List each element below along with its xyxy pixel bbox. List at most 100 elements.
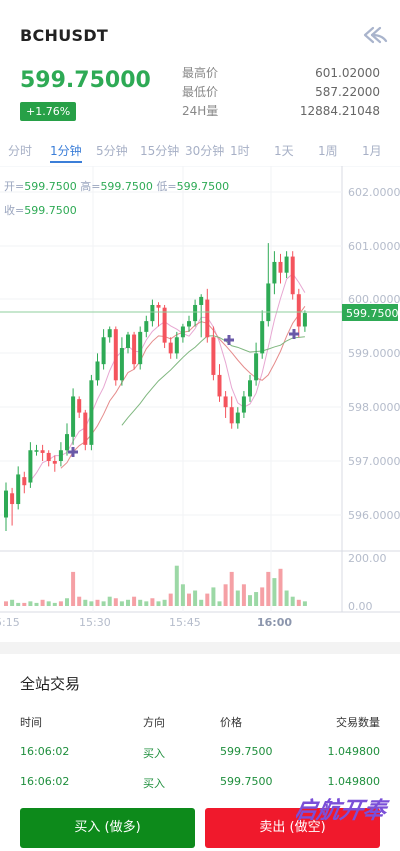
volume-bar	[107, 596, 112, 606]
candle-body	[4, 490, 8, 518]
price-tick: 602.0000	[348, 186, 400, 199]
candle-body	[34, 450, 39, 452]
tab-1mo[interactable]: 1月	[362, 144, 382, 158]
volume-bar	[77, 596, 82, 606]
candle-body	[180, 326, 185, 338]
candle-body	[205, 299, 210, 338]
current-price-tag	[342, 304, 398, 321]
volume-bar	[95, 599, 100, 606]
tab-15min[interactable]: 15分钟	[140, 144, 180, 158]
volume-bar	[235, 590, 240, 606]
back-icon[interactable]	[362, 24, 388, 46]
volume-bar	[65, 598, 69, 606]
tab-30min[interactable]: 30分钟	[185, 144, 225, 158]
volume-bar	[205, 593, 210, 606]
candle-body	[193, 304, 198, 322]
volume-bar	[248, 595, 252, 606]
interval-tabs: 分时 1分钟 5分钟 15分钟 30分钟 1时 1天 1周 1月	[0, 138, 400, 166]
volume-bar	[180, 584, 185, 606]
candle-body	[302, 313, 307, 327]
volume-bar	[119, 601, 124, 606]
candle-body	[290, 256, 295, 295]
candle-body	[278, 261, 283, 273]
candle-body	[296, 294, 301, 327]
kline-chart[interactable]: 599.7500 602.0000 601.0000 600.0000 599.…	[0, 166, 400, 636]
volume-bar	[126, 599, 130, 606]
price-tick: 596.0000	[348, 509, 400, 522]
candle-body	[156, 304, 161, 308]
tab-timeline[interactable]: 分时	[8, 144, 33, 158]
price-tick: 599.0000	[348, 347, 400, 360]
volume-bar	[217, 601, 222, 606]
candle-body	[119, 348, 124, 381]
time-tick: 15:45	[169, 616, 201, 629]
volume-bar	[284, 590, 289, 606]
candle-body	[126, 334, 130, 349]
tab-1w[interactable]: 1周	[318, 144, 338, 158]
candle-body	[101, 337, 106, 365]
candle-body	[211, 337, 216, 375]
candle-body	[28, 450, 33, 483]
volume-bar	[22, 602, 27, 606]
candle-body	[16, 474, 21, 505]
volume-bar	[150, 598, 155, 606]
ohlc-legend: 开=599.7500 高=599.7500 低=599.7500 收=599.7…	[4, 180, 230, 217]
candle-body	[284, 256, 289, 273]
volume-bar	[199, 599, 204, 606]
volume-bar	[144, 601, 149, 606]
tab-1h[interactable]: 1时	[230, 144, 250, 158]
candle-body	[40, 450, 45, 453]
trade-marker-icon	[68, 329, 299, 457]
svg-text:启航开奉: 启航开奉	[296, 797, 391, 824]
candle-body	[150, 304, 155, 322]
candle-body	[83, 412, 88, 445]
buy-long-button[interactable]: 买入 (做多)	[20, 808, 195, 848]
volume-bar	[162, 599, 167, 606]
tab-5min[interactable]: 5分钟	[96, 144, 128, 158]
time-tick: 16:00	[257, 616, 292, 629]
candle-body	[52, 461, 57, 464]
volume-bar	[40, 599, 45, 606]
volume-bar	[272, 578, 277, 606]
candle-body	[89, 380, 94, 445]
sell-short-button[interactable]: 卖出 (做空)	[205, 808, 380, 848]
header: BCHUSDT	[0, 0, 400, 60]
candle-body	[132, 334, 137, 365]
section-divider	[0, 642, 400, 654]
candle-body	[254, 353, 259, 381]
volume-bar	[241, 584, 246, 606]
volume-bar	[266, 571, 271, 606]
ohlc-open: 599.7500	[24, 180, 77, 193]
price-tick: 600.0000	[348, 293, 400, 306]
volume-bar	[156, 601, 161, 606]
price-tick: 601.0000	[348, 240, 400, 253]
volume-bar	[138, 599, 143, 606]
volume-tick: 200.00	[348, 552, 387, 565]
volume-bar	[229, 571, 234, 606]
volume-bar	[254, 592, 259, 606]
time-tick: 15:15	[0, 616, 20, 629]
candle-body	[71, 396, 76, 437]
volume-bar	[89, 601, 94, 606]
volume-bar	[16, 602, 21, 606]
candle-body	[223, 396, 228, 408]
volume-bar	[113, 598, 118, 606]
volume-bar	[46, 601, 51, 606]
stat-volume: 24H量 12884.21048	[182, 104, 380, 118]
candle-body	[46, 452, 51, 461]
stat-low: 最低价 587.22000	[182, 85, 380, 99]
volume-bar	[101, 601, 106, 606]
candle-body	[22, 477, 27, 486]
candle-body	[65, 434, 69, 451]
ticker-stats: 最高价 601.02000 最低价 587.22000 24H量 12884.2…	[182, 64, 380, 121]
candle-body	[162, 307, 167, 343]
tab-1d[interactable]: 1天	[274, 144, 294, 158]
tab-1min[interactable]: 1分钟	[50, 142, 82, 163]
candle-body	[248, 380, 252, 397]
volume-bar	[83, 599, 88, 606]
candle-body	[144, 321, 149, 332]
volume-bar	[260, 587, 265, 606]
change-badge: +1.76%	[20, 102, 77, 121]
ohlc-high: 599.7500	[100, 180, 153, 193]
volume-bar	[193, 590, 198, 606]
